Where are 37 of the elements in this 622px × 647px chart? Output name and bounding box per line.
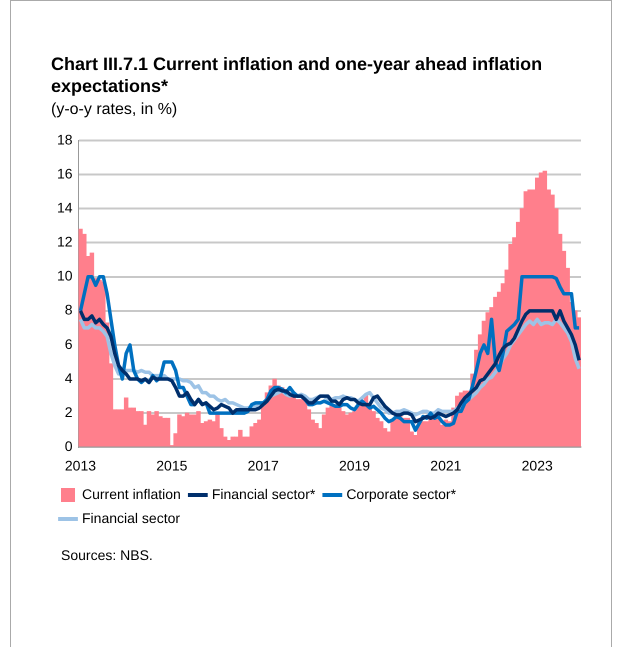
bar (139, 411, 144, 447)
bar (181, 416, 186, 447)
bar (230, 436, 235, 447)
x-tick-label: 2023 (522, 457, 554, 474)
y-tick-label: 16 (56, 165, 73, 182)
source-note: Sources: NBS. (61, 546, 154, 564)
x-tick-label: 2017 (248, 457, 279, 474)
y-tick-label: 18 (56, 131, 73, 148)
bar (295, 399, 300, 447)
bar (132, 408, 136, 447)
legend-label: Current inflation (82, 486, 181, 502)
y-tick-label: 12 (56, 234, 73, 250)
y-tick-label: 4 (64, 370, 73, 386)
x-tick-label: 2013 (64, 457, 96, 474)
bar (314, 423, 319, 447)
bar (226, 440, 232, 447)
bar (238, 430, 243, 447)
chart-title: Chart III.7.1 Current inflation and one-year ahead inflation expectations* (51, 53, 544, 97)
y-tick-label: 10 (56, 268, 73, 284)
y-tick-label: 0 (64, 438, 73, 454)
legend-label: Financial sector* (212, 486, 316, 502)
x-tick-label: 2021 (430, 457, 462, 474)
bar (166, 418, 170, 447)
bar (177, 414, 182, 447)
y-tick-label: 2 (64, 404, 73, 420)
bar (150, 414, 156, 447)
bar (208, 420, 212, 447)
x-tick-label: 2019 (338, 457, 370, 474)
y-tick-label: 8 (64, 302, 73, 318)
legend-label: Corporate sector* (346, 486, 457, 502)
chart-subtitle: (y-o-y rates, in %) (51, 101, 178, 119)
bar (326, 408, 330, 447)
y-tick-label: 6 (64, 336, 73, 352)
bar (196, 411, 201, 447)
legend-label: Financial sector (82, 510, 180, 526)
x-tick-label: 2015 (156, 457, 188, 474)
y-tick-label: 14 (56, 199, 73, 216)
